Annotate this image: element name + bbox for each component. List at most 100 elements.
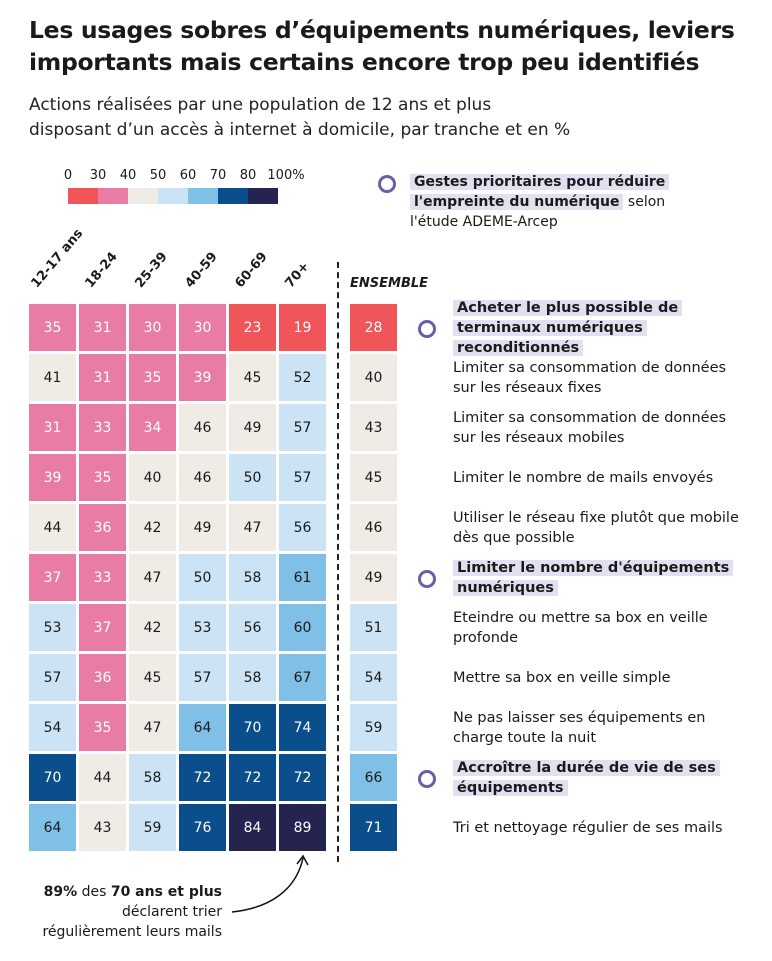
- heatmap-cell: 60: [279, 604, 326, 651]
- heatmap-cell: 46: [179, 454, 226, 501]
- heatmap-cell: 49: [229, 404, 276, 451]
- heatmap-cell: 57: [279, 404, 326, 451]
- annotation-bold: 70 ans et plus: [110, 884, 222, 900]
- total-cell: 45: [350, 454, 397, 501]
- heatmap-cell: 46: [179, 404, 226, 451]
- row-label: Acheter le plus possible de terminaux nu…: [418, 299, 753, 356]
- heatmap-cell: 52: [279, 354, 326, 401]
- heatmap-cell: 43: [79, 804, 126, 851]
- heatmap-cell: 35: [29, 304, 76, 351]
- heatmap-cell: 89: [279, 804, 326, 851]
- heatmap-cell: 36: [79, 654, 126, 701]
- scale-swatch: [158, 188, 188, 204]
- heatmap-cell: 44: [79, 754, 126, 801]
- total-cell: 43: [350, 404, 397, 451]
- total-cell: 40: [350, 354, 397, 401]
- heatmap-cell: 23: [229, 304, 276, 351]
- heatmap-cell: 50: [229, 454, 276, 501]
- heatmap-cell: 42: [129, 604, 176, 651]
- annotation-text: déclarent trier régulièrement leurs mail…: [42, 904, 222, 940]
- heatmap-cell: 58: [229, 654, 276, 701]
- total-cell: 51: [350, 604, 397, 651]
- row-label: Ne pas laisser ses équipements en charge…: [453, 704, 753, 751]
- scale-tick-label: 40: [119, 168, 137, 183]
- priority-ring-icon: [418, 570, 436, 588]
- heatmap-cell: 30: [179, 304, 226, 351]
- heatmap-cell: 76: [179, 804, 226, 851]
- scale-tick-label: 0: [63, 168, 73, 183]
- row-label: Mettre sa box en veille simple: [453, 654, 753, 701]
- scale-tick-label: 50: [149, 168, 167, 183]
- total-column-header: ENSEMBLE: [350, 276, 429, 291]
- heatmap-cell: 84: [229, 804, 276, 851]
- scale-tick-label: 30: [89, 168, 107, 183]
- total-cell: 28: [350, 304, 397, 351]
- annotation: 89% des 70 ans et plus déclarent trier r…: [40, 882, 222, 942]
- heatmap-cell: 54: [29, 704, 76, 751]
- heatmap-cell: 56: [229, 604, 276, 651]
- heatmap-cell: 72: [179, 754, 226, 801]
- row-label-text: Limiter sa consommation de données sur l…: [453, 359, 727, 396]
- row-label: Limiter sa consommation de données sur l…: [453, 404, 753, 451]
- heatmap-cell: 35: [79, 704, 126, 751]
- heatmap-cell: 53: [29, 604, 76, 651]
- scale-tick-label: 60: [179, 168, 197, 183]
- scale-swatch: [218, 188, 248, 204]
- heatmap-cell: 35: [79, 454, 126, 501]
- priority-ring-icon: [378, 175, 396, 193]
- heatmap-cell: 70: [229, 704, 276, 751]
- heatmap-cell: 50: [179, 554, 226, 601]
- priority-ring-icon: [418, 320, 436, 338]
- row-label: Utiliser le réseau fixe plutôt que mobil…: [453, 504, 753, 551]
- heatmap-cell: 41: [29, 354, 76, 401]
- heatmap-cell: 59: [129, 804, 176, 851]
- heatmap-cell: 34: [129, 404, 176, 451]
- row-label: Limiter sa consommation de données sur l…: [453, 354, 753, 401]
- heatmap-cell: 31: [79, 354, 126, 401]
- row-label-text: Mettre sa box en veille simple: [453, 669, 671, 686]
- row-label-text: Utiliser le réseau fixe plutôt que mobil…: [453, 509, 739, 546]
- scale-swatch: [68, 188, 98, 204]
- total-cell: 54: [350, 654, 397, 701]
- subtitle-line: disposant d’un accès à internet à domici…: [29, 120, 571, 140]
- heatmap-cell: 45: [129, 654, 176, 701]
- total-cell: 59: [350, 704, 397, 751]
- heatmap-cell: 33: [79, 404, 126, 451]
- row-label-text: Eteindre ou mettre sa box en veille prof…: [453, 609, 708, 646]
- heatmap-cell: 45: [229, 354, 276, 401]
- heatmap-cell: 56: [279, 504, 326, 551]
- total-cell: 46: [350, 504, 397, 551]
- heatmap-cell: 57: [179, 654, 226, 701]
- scale-tick-label: 80: [239, 168, 257, 183]
- heatmap-cell: 58: [229, 554, 276, 601]
- total-cell: 49: [350, 554, 397, 601]
- heatmap-cell: 64: [29, 804, 76, 851]
- heatmap-cell: 47: [229, 504, 276, 551]
- row-label: Limiter le nombre de mails envoyés: [453, 454, 753, 501]
- heatmap-cell: 72: [279, 754, 326, 801]
- legend-highlight: Gestes prioritaires pour réduire: [410, 174, 670, 190]
- annotation-text: des: [77, 884, 111, 900]
- heatmap-cell: 58: [129, 754, 176, 801]
- total-cell: 71: [350, 804, 397, 851]
- heatmap-cell: 53: [179, 604, 226, 651]
- heatmap-cell: 33: [79, 554, 126, 601]
- heatmap-cell: 37: [29, 554, 76, 601]
- total-cell: 66: [350, 754, 397, 801]
- scale-tick-label: 100%: [267, 168, 305, 183]
- scale-tick-label: 70: [209, 168, 227, 183]
- chart-subtitle: Actions réalisées par une population de …: [29, 93, 729, 143]
- scale-swatch: [248, 188, 278, 204]
- heatmap-cell: 47: [129, 704, 176, 751]
- row-label-text: Ne pas laisser ses équipements en charge…: [453, 709, 706, 746]
- heatmap-cell: 57: [279, 454, 326, 501]
- heatmap-cell: 39: [29, 454, 76, 501]
- heatmap-cell: 37: [79, 604, 126, 651]
- row-label-text: Tri et nettoyage régulier de ses mails: [453, 819, 723, 836]
- heatmap-cell: 49: [179, 504, 226, 551]
- heatmap-cell: 19: [279, 304, 326, 351]
- heatmap-cell: 31: [79, 304, 126, 351]
- row-label: Limiter le nombre d'équipements numériqu…: [418, 554, 753, 601]
- heatmap-cell: 30: [129, 304, 176, 351]
- heatmap-cell: 72: [229, 754, 276, 801]
